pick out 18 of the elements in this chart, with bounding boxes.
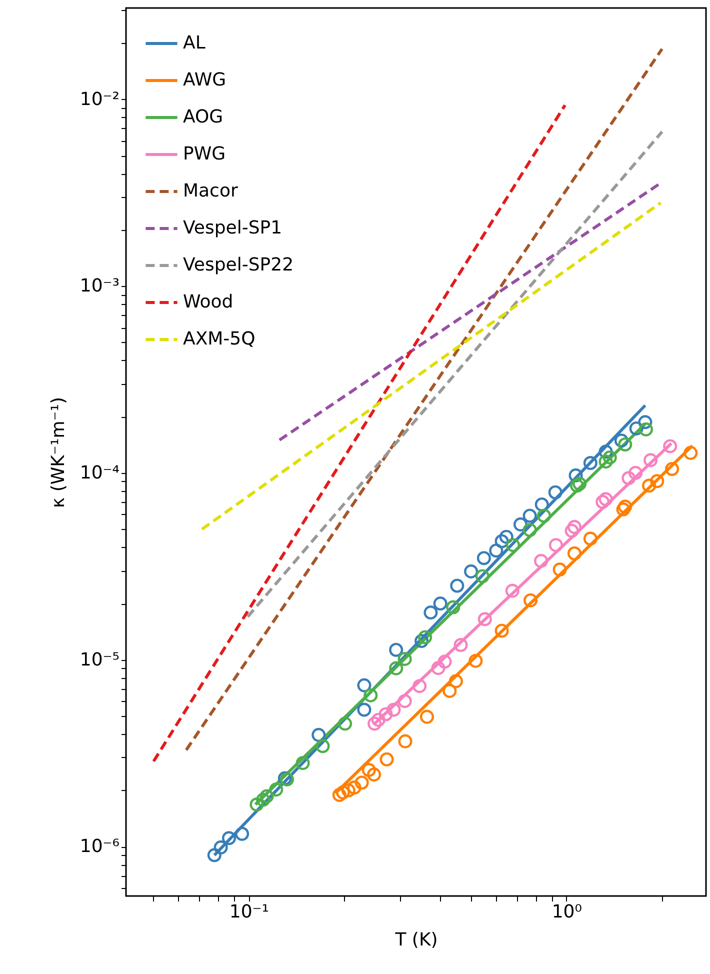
legend-label: Wood (183, 292, 234, 312)
x-tick-label: 10⁻¹ (229, 902, 270, 922)
y-tick-label: 10⁻⁶ (80, 836, 120, 858)
legend-label: Vespel-SP22 (183, 254, 294, 276)
legend-label: AOG (183, 106, 224, 128)
x-axis-title: T (K) (394, 930, 438, 950)
y-tick-label: 10⁻⁵ (80, 649, 120, 670)
legend-label: Macor (183, 180, 238, 202)
x-tick-label: 10⁰ (552, 902, 582, 922)
legend-label: AXM-5Q (183, 328, 256, 350)
y-axis-title: κ (WK⁻¹m⁻¹) (48, 397, 69, 508)
y-tick-label: 10⁻² (80, 88, 120, 110)
legend-label: Vespel-SP1 (183, 218, 282, 238)
legend-label: AL (183, 32, 206, 54)
legend-label: AWG (183, 70, 226, 90)
y-tick-label: 10⁻³ (80, 276, 120, 297)
legend-label: PWG (183, 144, 226, 164)
y-tick-label: 10⁻⁴ (80, 462, 120, 484)
